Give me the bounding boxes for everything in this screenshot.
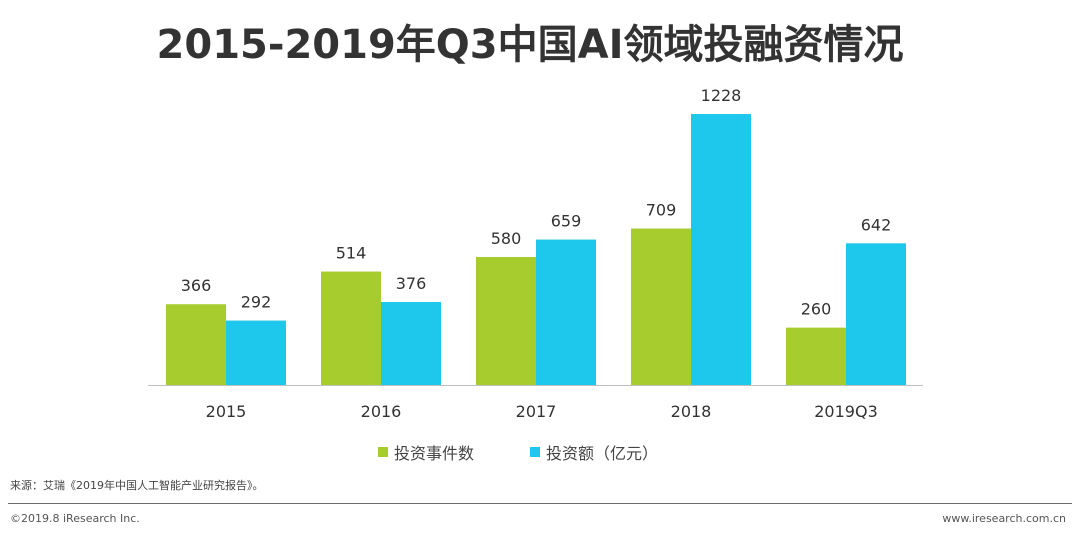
legend-label-amount: 投资额（亿元） bbox=[546, 444, 659, 463]
data-label-amount-2016: 376 bbox=[396, 274, 427, 293]
bar-amount-2018 bbox=[691, 114, 751, 385]
website-text: www.iresearch.com.cn bbox=[942, 512, 1066, 525]
data-label-events-2016: 514 bbox=[336, 244, 367, 263]
legend-swatch-amount bbox=[530, 447, 541, 457]
data-label-events-2019Q3: 260 bbox=[801, 300, 832, 319]
data-label-amount-2017: 659 bbox=[551, 212, 582, 231]
source-note: 来源：艾瑞《2019年中国人工智能产业研究报告》。 bbox=[10, 479, 264, 492]
bar-events-2016 bbox=[321, 271, 381, 385]
chart-title: 2015-2019年Q3中国AI领域投融资情况 bbox=[156, 22, 904, 68]
copyright-text: ©2019.8 iResearch Inc. bbox=[10, 512, 140, 525]
bar-events-2019Q3 bbox=[786, 327, 846, 385]
bar-events-2015 bbox=[166, 304, 226, 385]
data-label-events-2017: 580 bbox=[491, 229, 522, 248]
bar-amount-2019Q3 bbox=[846, 243, 906, 385]
data-label-amount-2015: 292 bbox=[241, 293, 272, 312]
bar-events-2017 bbox=[476, 257, 536, 385]
bar-amount-2015 bbox=[226, 320, 286, 385]
legend-swatch-events bbox=[378, 447, 388, 457]
legend-item-events: 投资事件数 bbox=[378, 440, 474, 464]
data-label-amount-2018: 1228 bbox=[701, 86, 742, 105]
x-tick-label-2017: 2017 bbox=[516, 402, 557, 421]
footer-divider bbox=[8, 503, 1072, 504]
x-tick-label-2015: 2015 bbox=[206, 402, 247, 421]
legend-label-events: 投资事件数 bbox=[394, 444, 475, 463]
data-label-events-2015: 366 bbox=[181, 276, 212, 295]
data-label-events-2018: 709 bbox=[646, 201, 677, 220]
x-tick-label-2019Q3: 2019Q3 bbox=[814, 402, 878, 421]
legend-item-amount: 投资额（亿元） bbox=[530, 440, 658, 464]
bar-amount-2016 bbox=[381, 302, 441, 385]
x-tick-label-2018: 2018 bbox=[671, 402, 712, 421]
x-tick-label-2016: 2016 bbox=[361, 402, 402, 421]
bar-events-2018 bbox=[631, 228, 691, 385]
legend: 投资事件数 投资额（亿元） bbox=[378, 440, 658, 464]
bar-amount-2017 bbox=[536, 239, 596, 385]
data-label-amount-2019Q3: 642 bbox=[861, 215, 892, 234]
